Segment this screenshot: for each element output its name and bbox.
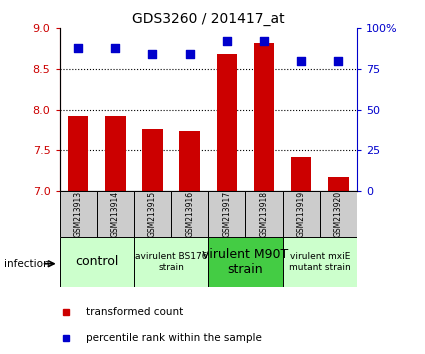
Bar <box>283 237 357 287</box>
Text: GSM213917: GSM213917 <box>222 191 231 237</box>
Text: transformed count: transformed count <box>85 307 183 317</box>
Point <box>112 45 119 51</box>
Text: GSM213916: GSM213916 <box>185 191 194 237</box>
Text: GSM213918: GSM213918 <box>260 191 269 237</box>
Text: GSM213913: GSM213913 <box>74 191 82 237</box>
Bar <box>217 55 237 191</box>
Text: percentile rank within the sample: percentile rank within the sample <box>85 333 261 343</box>
Point <box>149 52 156 57</box>
Bar <box>208 237 283 287</box>
Text: GSM213919: GSM213919 <box>297 191 306 237</box>
Bar <box>245 191 283 237</box>
Text: infection: infection <box>4 259 50 269</box>
Bar <box>254 43 274 191</box>
Text: GSM213920: GSM213920 <box>334 191 343 237</box>
Point <box>186 52 193 57</box>
Text: avirulent BS176
strain: avirulent BS176 strain <box>135 252 207 272</box>
Bar <box>96 191 134 237</box>
Bar <box>68 116 88 191</box>
Text: GSM213914: GSM213914 <box>111 191 120 237</box>
Point <box>261 39 267 44</box>
Bar <box>208 191 245 237</box>
Bar <box>134 191 171 237</box>
Bar <box>283 191 320 237</box>
Bar <box>171 191 208 237</box>
Bar <box>328 177 348 191</box>
Bar <box>105 116 125 191</box>
Bar <box>60 191 96 237</box>
Text: virulent M90T
strain: virulent M90T strain <box>202 248 289 276</box>
Point <box>335 58 342 64</box>
Bar <box>291 157 312 191</box>
Bar <box>134 237 208 287</box>
Point <box>75 45 82 51</box>
Text: control: control <box>75 256 119 268</box>
Text: virulent mxiE
mutant strain: virulent mxiE mutant strain <box>289 252 351 272</box>
Bar <box>179 131 200 191</box>
Bar <box>320 191 357 237</box>
Title: GDS3260 / 201417_at: GDS3260 / 201417_at <box>132 12 285 26</box>
Text: GSM213915: GSM213915 <box>148 191 157 237</box>
Bar <box>60 237 134 287</box>
Point <box>224 39 230 44</box>
Bar <box>142 129 163 191</box>
Point <box>298 58 305 64</box>
